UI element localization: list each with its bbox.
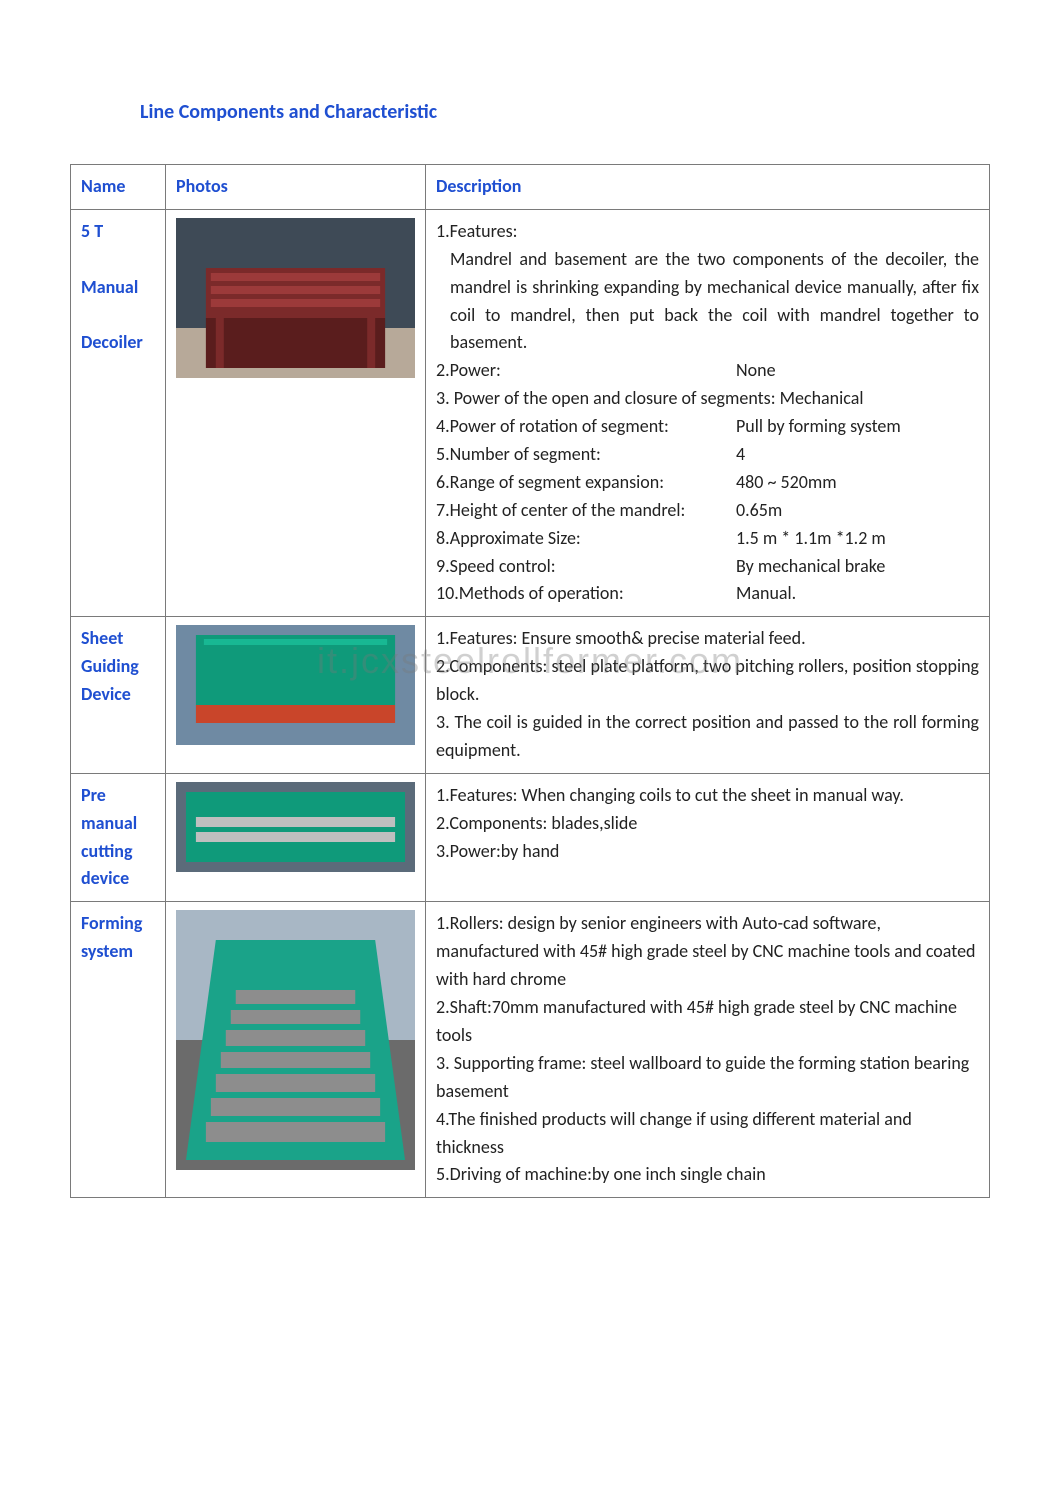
col-header-description: Description bbox=[426, 165, 990, 210]
page: Line Components and Characteristic Name … bbox=[0, 0, 1060, 1499]
table-header-row: Name Photos Description bbox=[71, 165, 990, 210]
photo-decoiler bbox=[176, 218, 415, 378]
desc-line: 3. The coil is guided in the correct pos… bbox=[436, 709, 979, 765]
component-photo bbox=[166, 617, 426, 773]
guiding-illustration-icon bbox=[176, 625, 415, 745]
table-row: 5 T Manual Decoiler bbox=[71, 209, 990, 616]
desc-line: 2.Shaft:70mm manufactured with 45# high … bbox=[436, 994, 979, 1050]
component-photo bbox=[166, 209, 426, 616]
component-description: 1.Features: When changing coils to cut t… bbox=[426, 773, 990, 902]
desc-line: 3. Supporting frame: steel wallboard to … bbox=[436, 1050, 979, 1106]
table-row: Sheet Guiding Device 1.Features: Ensure … bbox=[71, 617, 990, 773]
desc-kv: 2.Power:None bbox=[436, 357, 979, 385]
component-photo bbox=[166, 902, 426, 1198]
col-header-photos: Photos bbox=[166, 165, 426, 210]
desc-kv: 10.Methods of operation:Manual. bbox=[436, 580, 979, 608]
photo-guiding bbox=[176, 625, 415, 745]
table-row: Forming system bbox=[71, 902, 990, 1198]
component-name: Pre manual cutting device bbox=[71, 773, 166, 902]
desc-line: 1.Features: Ensure smooth& precise mater… bbox=[436, 625, 979, 653]
forming-illustration-icon bbox=[176, 910, 415, 1170]
desc-kv: 6.Range of segment expansion:480 ~ 520mm bbox=[436, 469, 979, 497]
col-header-name: Name bbox=[71, 165, 166, 210]
desc-line: 3.Power:by hand bbox=[436, 838, 979, 866]
photo-forming bbox=[176, 910, 415, 1170]
photo-cutting bbox=[176, 782, 415, 872]
component-name: 5 T Manual Decoiler bbox=[71, 209, 166, 616]
component-description: 1.Features: Ensure smooth& precise mater… bbox=[426, 617, 990, 773]
desc-line: 1.Features: When changing coils to cut t… bbox=[436, 782, 979, 810]
desc-kv: 8.Approximate Size:1.5 m * 1.1m *1.2 m bbox=[436, 525, 979, 553]
table-row: Pre manual cutting device 1.Features: Wh… bbox=[71, 773, 990, 902]
component-name: Forming system bbox=[71, 902, 166, 1198]
desc-line: 2.Components: blades,slide bbox=[436, 810, 979, 838]
desc-line: 4.The finished products will change if u… bbox=[436, 1106, 979, 1162]
decoiler-illustration-icon bbox=[176, 218, 415, 378]
desc-kv: 9.Speed control:By mechanical brake bbox=[436, 553, 979, 581]
desc-body: Mandrel and basement are the two compone… bbox=[436, 246, 979, 358]
desc-kv: 5.Number of segment:4 bbox=[436, 441, 979, 469]
components-table: Name Photos Description 5 T Manual Decoi… bbox=[70, 164, 990, 1198]
desc-line: 2.Components: steel plate platform, two … bbox=[436, 653, 979, 709]
component-name: Sheet Guiding Device bbox=[71, 617, 166, 773]
desc-line: 5.Driving of machine:by one inch single … bbox=[436, 1161, 979, 1189]
desc-line: 1.Features: bbox=[436, 218, 979, 246]
component-photo bbox=[166, 773, 426, 902]
section-title: Line Components and Characteristic bbox=[140, 100, 990, 124]
desc-kv: 4.Power of rotation of segment:Pull by f… bbox=[436, 413, 979, 441]
desc-kv: 3. Power of the open and closure of segm… bbox=[436, 385, 979, 413]
desc-line: 1.Rollers: design by senior engineers wi… bbox=[436, 910, 979, 994]
component-description: 1.Rollers: design by senior engineers wi… bbox=[426, 902, 990, 1198]
cutting-illustration-icon bbox=[176, 782, 415, 872]
desc-kv: 7.Height of center of the mandrel:0.65m bbox=[436, 497, 979, 525]
component-description: 1.Features: Mandrel and basement are the… bbox=[426, 209, 990, 616]
